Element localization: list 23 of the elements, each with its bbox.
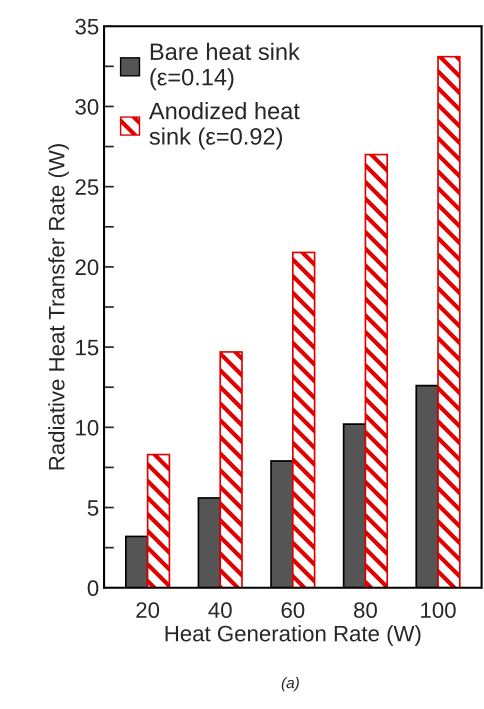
y-tick-label: 0	[88, 580, 98, 596]
x-tick-label: 80	[354, 602, 377, 618]
y-tick-label: 25	[76, 179, 98, 195]
bar	[146, 454, 170, 588]
bar	[219, 351, 243, 588]
y-tick-label: 15	[76, 340, 98, 356]
x-tick-label: 100	[421, 602, 456, 618]
y-axis-title: Radiative Heat Transfer Rate (W)	[48, 144, 69, 470]
text: (a)	[282, 677, 299, 692]
bar	[437, 56, 461, 588]
legend-label: Bare heat sink (ε=0.14)	[150, 42, 300, 90]
y-tick-label: 5	[88, 500, 98, 516]
bar	[364, 154, 388, 588]
y-tick-label: 10	[76, 420, 98, 436]
x-tick-label: 40	[208, 602, 232, 618]
y-tick-label: 30	[75, 98, 98, 115]
x-axis-title: Heat Generation Rate (W)	[166, 625, 421, 646]
legend-label: Anodized heat sink (ε=0.92)	[148, 102, 300, 150]
bar	[292, 252, 316, 588]
y-tick-label: 20	[76, 259, 98, 276]
x-tick-label: 60	[282, 602, 304, 618]
y-tick-label: 35	[75, 18, 98, 35]
x-tick-label: 20	[136, 602, 160, 618]
